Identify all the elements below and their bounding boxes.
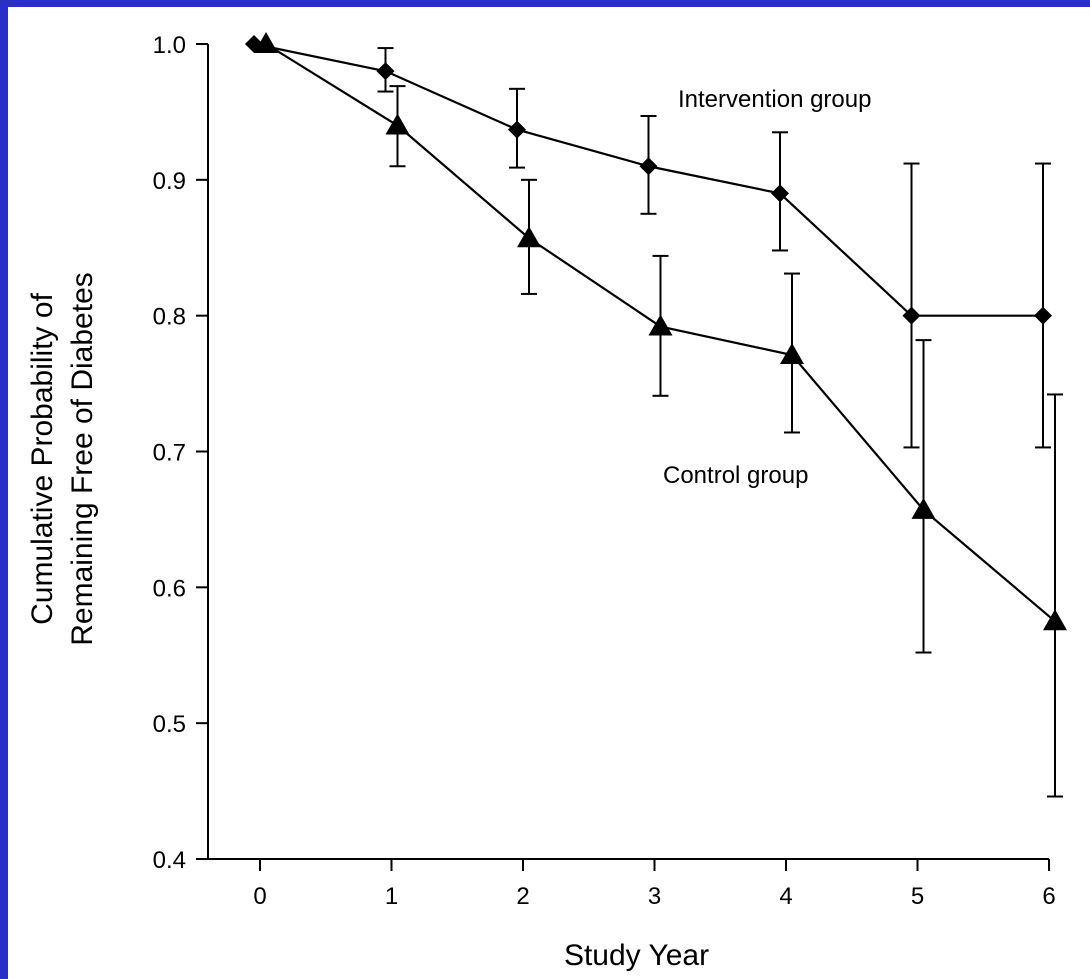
x-tick-label: 3: [648, 883, 661, 910]
x-tick-label: 6: [1042, 883, 1055, 910]
triangle-marker: [648, 314, 673, 336]
triangle-marker: [385, 113, 410, 135]
y-tick-label: 0.5: [153, 711, 186, 738]
triangle-marker: [780, 343, 804, 365]
x-tick-label: 4: [779, 883, 792, 910]
diamond-marker: [639, 157, 658, 176]
diamond-marker: [771, 184, 789, 203]
x-tick-label: 0: [253, 883, 266, 910]
error-bars: [377, 47, 1063, 798]
chart-labels: Study Year Cumulative Probability of Remai…: [26, 86, 871, 972]
chart-frame: 0.4 0.5 0.6 0.7 0.8 0.9 1.0 0 1 2 3 4 5 6 Study Year C…: [8, 7, 1090, 979]
y-tick-label: 0.7: [153, 440, 186, 467]
triangle-marker: [911, 497, 936, 519]
y-axis-title-line: Remaining Free of Diabetes: [66, 272, 99, 646]
survival-chart: 0.4 0.5 0.6 0.7 0.8 0.9 1.0 0 1 2 3 4 5 6 Study Year C…: [26, 32, 1067, 972]
y-tick-label: 0.6: [153, 575, 186, 602]
axes: 0.4 0.5 0.6 0.7 0.8 0.9 1.0 0 1 2 3 4 5 6: [153, 32, 1056, 910]
x-axis-title: Study Year: [564, 939, 709, 972]
control-series-label: Control group: [663, 462, 808, 489]
y-tick-label: 0.8: [153, 304, 186, 331]
triangle-marker: [254, 32, 278, 53]
y-axis-title: Cumulative Probability of Remaining Free …: [26, 272, 99, 646]
triangle-marker: [517, 226, 541, 248]
y-axis-title-line: Cumulative Probability of: [26, 292, 59, 624]
x-tick-label: 2: [516, 883, 529, 910]
x-tick-label: 5: [911, 883, 924, 910]
diamond-marker: [1034, 306, 1052, 325]
x-tick-label: 1: [385, 883, 398, 910]
diamond-marker: [508, 120, 526, 139]
intervention-series-label: Intervention group: [678, 86, 871, 113]
triangle-marker: [1043, 609, 1067, 631]
y-tick-label: 0.4: [153, 847, 186, 874]
diamond-marker: [902, 306, 921, 325]
y-tick-label: 0.9: [153, 168, 186, 195]
series-markers: [245, 32, 1067, 631]
y-tick-label: 1.0: [153, 32, 186, 59]
diamond-marker: [376, 62, 395, 81]
